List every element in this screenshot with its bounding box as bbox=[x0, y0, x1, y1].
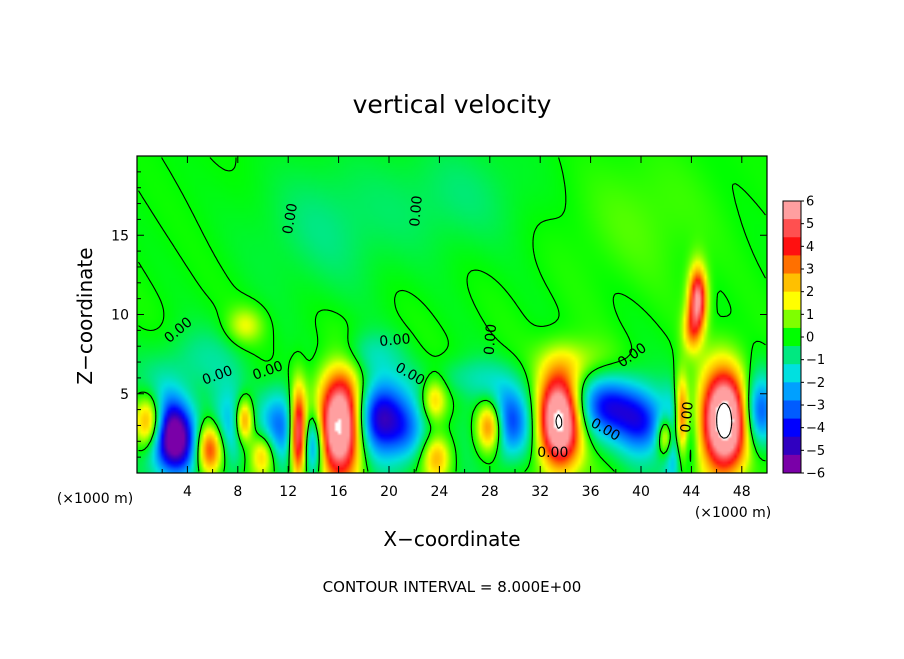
contour-label: 0.00 bbox=[280, 202, 301, 235]
colorbar-tick-label: −2 bbox=[806, 376, 825, 391]
x-tick-label: 36 bbox=[582, 484, 600, 500]
colorbar-tick-label: −3 bbox=[806, 399, 825, 414]
contour-line bbox=[555, 402, 733, 439]
colorbar-tick-label: 4 bbox=[806, 240, 814, 255]
colorbar-tick-label: −5 bbox=[806, 444, 825, 459]
x-tick-label: 16 bbox=[330, 484, 348, 500]
x-tick-label: 20 bbox=[380, 484, 398, 500]
colorbar-swatch bbox=[783, 309, 801, 329]
y-tick-label: 10 bbox=[111, 308, 129, 324]
contour-lines bbox=[137, 157, 766, 472]
x-axis-label: X−coordinate bbox=[383, 527, 520, 551]
colorbar-tick-label: 6 bbox=[806, 195, 814, 210]
y-tick-label: 5 bbox=[120, 387, 129, 403]
x-tick-label: 24 bbox=[430, 484, 448, 500]
x-tick-label: 40 bbox=[632, 484, 650, 500]
colorbar-tick-label: −6 bbox=[806, 467, 825, 482]
plot-area: 0.00 0.000.000.000.000.000.000.000.000.00… bbox=[111, 155, 768, 500]
colorbar-tick-label: −1 bbox=[806, 353, 825, 368]
contour-label: 0.00 bbox=[537, 445, 568, 461]
colorbar-swatch bbox=[783, 382, 801, 401]
x-axis-ticks: 4 8 12 16 20 24 28 32 36 40 44 48 bbox=[161, 156, 751, 500]
colorbar-swatch bbox=[783, 418, 801, 438]
x-tick-label: 28 bbox=[481, 484, 499, 500]
y-tick-label: 15 bbox=[111, 228, 129, 244]
x-unit-label-right: (×1000 m) bbox=[695, 505, 771, 521]
colorbar-tick-label: 0 bbox=[806, 331, 814, 346]
colorbar-tick-label: 1 bbox=[806, 308, 814, 323]
colorbar-swatch bbox=[783, 364, 801, 383]
x-tick-label: 8 bbox=[233, 484, 242, 500]
colorbar-tick-label: −4 bbox=[806, 421, 825, 436]
colorbar-tick-label: 5 bbox=[806, 217, 814, 232]
colorbar-tick-label: 3 bbox=[806, 263, 814, 278]
colorbar-swatch bbox=[783, 400, 801, 420]
colorbar-swatch bbox=[783, 346, 801, 365]
colorbar-swatch bbox=[783, 291, 801, 311]
y-axis-ticks: 5 10 15 bbox=[111, 171, 767, 458]
colorbar-swatch bbox=[783, 273, 801, 293]
colorbar-swatch bbox=[783, 454, 801, 474]
x-tick-label: 48 bbox=[733, 484, 751, 500]
colorbar-swatch bbox=[783, 219, 801, 238]
colorbar-swatch bbox=[783, 237, 801, 256]
chart-title: vertical velocity bbox=[353, 90, 552, 119]
contour-label: 0.00 bbox=[678, 401, 697, 433]
velocity-field bbox=[137, 156, 767, 473]
x-tick-label: 32 bbox=[531, 484, 549, 500]
colorbar: 6 5 4 3 2 1 0 −1 −2 −3 −4 −5 −6 bbox=[782, 195, 825, 482]
x-tick-label: 4 bbox=[183, 484, 192, 500]
x-tick-label: 12 bbox=[279, 484, 297, 500]
contour-line bbox=[137, 157, 766, 472]
contour-label: 0.00 bbox=[379, 331, 411, 350]
colorbar-swatch bbox=[783, 201, 801, 220]
contour-label: 0.00 bbox=[407, 195, 426, 227]
colorbar-swatch bbox=[783, 436, 801, 456]
contour-label: 0.00 bbox=[482, 323, 501, 355]
colorbar-swatch bbox=[783, 327, 801, 347]
x-tick-label: 44 bbox=[682, 484, 700, 500]
x-unit-label-left: (×1000 m) bbox=[57, 491, 133, 507]
colorbar-tick-label: 2 bbox=[806, 285, 814, 300]
colorbar-swatch bbox=[783, 255, 801, 275]
contour-interval-footer: CONTOUR INTERVAL = 8.000E+00 bbox=[323, 578, 582, 596]
y-axis-label: Z−coordinate bbox=[73, 247, 97, 384]
